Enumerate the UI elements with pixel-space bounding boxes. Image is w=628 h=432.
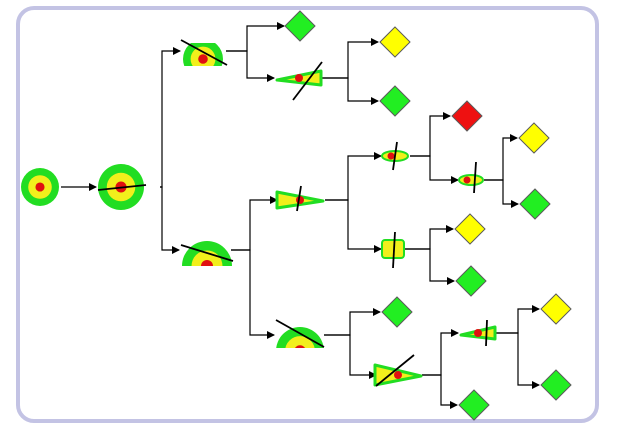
- edge-n7-n9: [410, 155, 459, 184]
- cut-line: [375, 354, 415, 387]
- blob-core: [201, 260, 213, 266]
- diagram-frame: [16, 6, 599, 423]
- leaf-diamond-yellow: [540, 293, 572, 325]
- cut-line: [180, 39, 228, 66]
- edge-n1-n3: [160, 186, 180, 254]
- leaf-diamond-yellow: [454, 213, 486, 245]
- edge-n11-L11: [494, 305, 540, 334]
- blob-clipped: [183, 43, 223, 66]
- edge-n2-n4: [226, 50, 275, 82]
- edge-n5-n8: [325, 199, 382, 253]
- blob-clipped: [276, 327, 324, 348]
- node-L2: [379, 26, 411, 58]
- edge-n8-L7: [405, 225, 454, 250]
- node-L6: [519, 188, 551, 220]
- cut-line: [275, 319, 325, 348]
- node-n1: [97, 164, 147, 210]
- cut-line: [180, 244, 234, 262]
- node-n5: [275, 185, 325, 212]
- cut-line: [97, 184, 147, 191]
- node-n6: [275, 319, 325, 348]
- node-L8: [455, 265, 487, 297]
- blob-core: [474, 329, 482, 337]
- leaf-diamond-green: [540, 369, 572, 401]
- leaf-diamond-yellow: [518, 122, 550, 154]
- blob-core: [463, 176, 471, 184]
- node-L3: [379, 85, 411, 117]
- edge-n8-L8: [405, 248, 455, 285]
- node-n2: [180, 39, 228, 66]
- leaf-diamond-green: [458, 389, 490, 421]
- node-L11: [540, 293, 572, 325]
- blob-middle-ring: [191, 250, 223, 266]
- blob-core: [295, 345, 305, 348]
- cut-line: [392, 231, 396, 269]
- node-n9: [458, 161, 484, 194]
- node-L10: [458, 389, 490, 421]
- cut-line: [485, 319, 488, 347]
- blob-core: [295, 74, 303, 82]
- node-L5: [518, 122, 550, 154]
- node-n11: [459, 319, 497, 347]
- edge-n9-L5: [484, 134, 518, 181]
- leaf-diamond-green: [519, 188, 551, 220]
- node-L12: [540, 369, 572, 401]
- edge-n4-L3: [320, 77, 379, 105]
- edges: [61, 22, 540, 409]
- edge-n6-L9: [324, 308, 381, 336]
- leaf-diamond-red: [451, 100, 483, 132]
- cut-line: [473, 161, 477, 194]
- node-n7: [381, 141, 409, 171]
- node-n10: [373, 354, 423, 387]
- leaf-diamond-yellow: [379, 26, 411, 58]
- edge-n10-n11: [422, 329, 459, 376]
- leaf-diamond-green: [455, 265, 487, 297]
- blob-middle-ring: [285, 336, 315, 348]
- leaf-diamond-green: [381, 296, 413, 328]
- blob-core: [394, 371, 402, 379]
- edge-n7-L4: [410, 112, 451, 157]
- cut-line: [392, 141, 398, 171]
- edge-n2-L1: [226, 22, 285, 52]
- edge-n11-L12: [494, 332, 540, 389]
- node-L9: [381, 296, 413, 328]
- edge-n10-L10: [422, 374, 458, 409]
- edge-n6-n10: [324, 334, 377, 379]
- edge-n3-n6: [231, 249, 275, 339]
- blob-core: [387, 152, 395, 160]
- cut-line: [296, 185, 302, 212]
- nodes: [21, 10, 572, 421]
- node-n8: [381, 231, 405, 269]
- leaf-diamond-green: [379, 85, 411, 117]
- node-L1: [284, 10, 316, 42]
- edge-n4-L2: [320, 38, 379, 79]
- blob-small: [458, 174, 484, 186]
- blob-core: [35, 182, 45, 192]
- node-n0: [21, 168, 59, 206]
- leaf-diamond-green: [284, 10, 316, 42]
- edge-n9-L6: [484, 179, 519, 208]
- blob-core: [198, 54, 208, 64]
- node-L7: [454, 213, 486, 245]
- edge-n5-n7: [325, 152, 382, 201]
- node-n3: [180, 241, 234, 266]
- cut-line: [292, 61, 323, 101]
- edge-n1-n2: [160, 47, 181, 188]
- edge-n3-n5: [231, 196, 278, 251]
- node-L4: [451, 100, 483, 132]
- node-n4: [275, 61, 323, 101]
